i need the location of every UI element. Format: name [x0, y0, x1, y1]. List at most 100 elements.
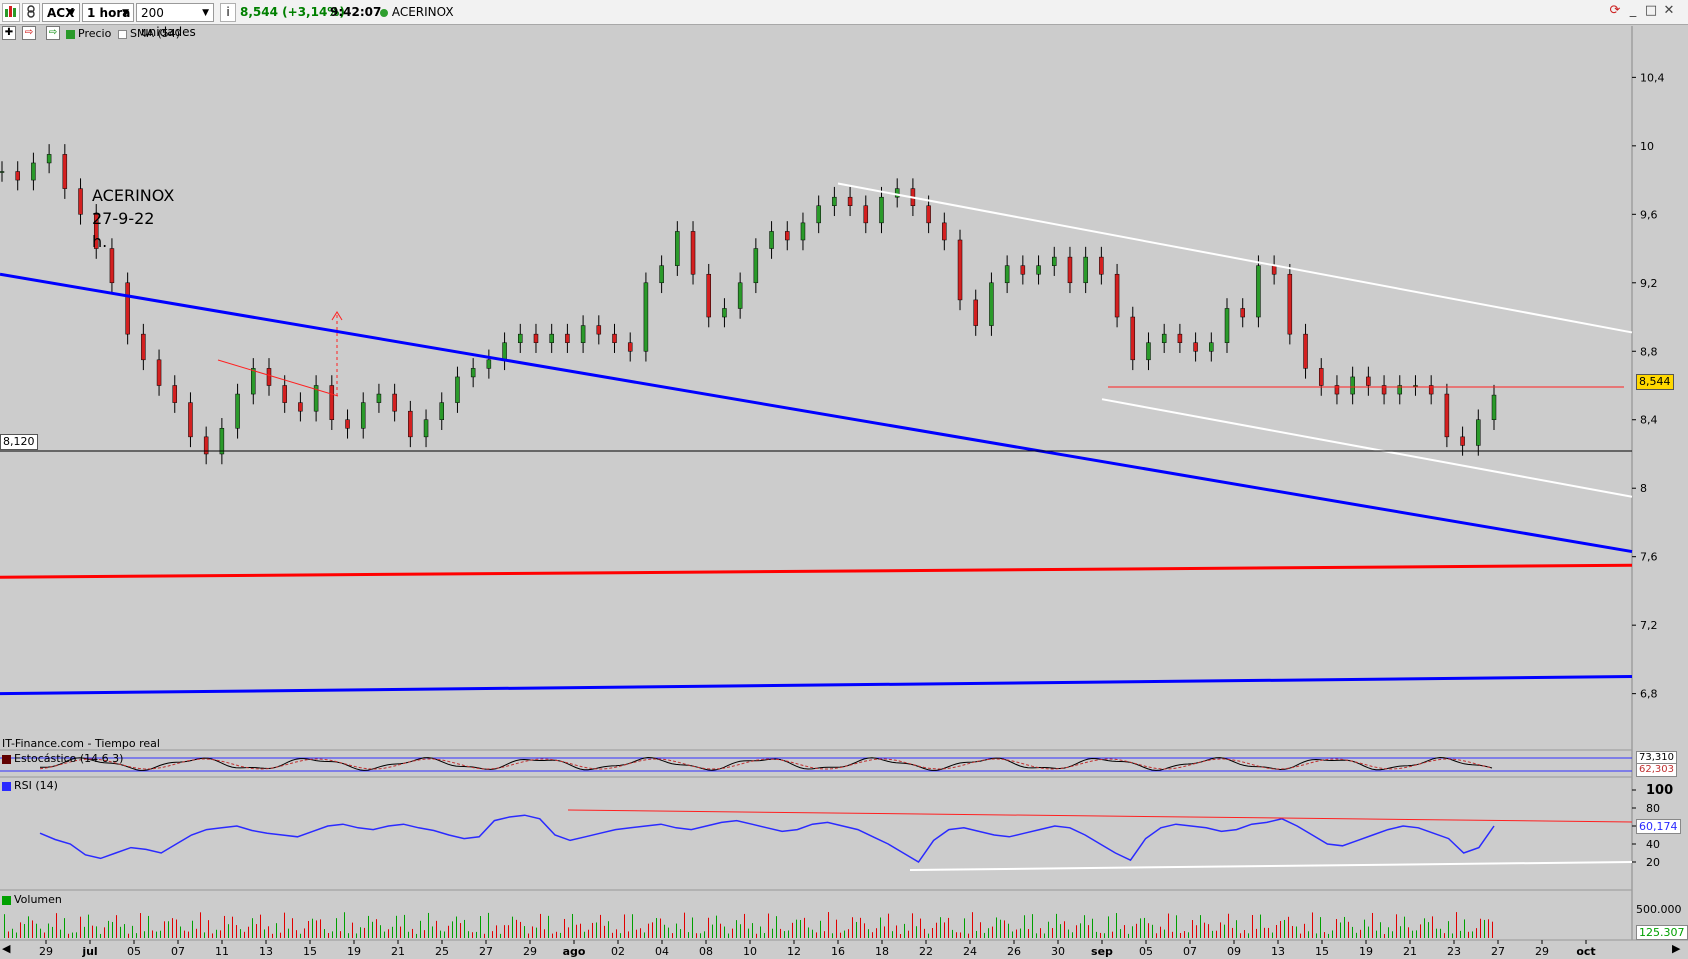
volume-bar [68, 933, 69, 938]
candle-body [1020, 265, 1026, 275]
volume-bar [1144, 917, 1145, 938]
volume-bar [152, 930, 153, 938]
volume-bar [1388, 927, 1389, 938]
minor-trendline[interactable] [217, 359, 339, 397]
candle-body [785, 231, 790, 241]
candles [0, 144, 1497, 465]
candle-body [800, 222, 806, 241]
rsi-support-line[interactable] [909, 861, 1633, 871]
volume-bar [216, 929, 217, 938]
annotation-line2: 27-9-22 [92, 209, 155, 228]
volume-bar [12, 928, 13, 938]
volume-bar [1040, 928, 1041, 938]
symbol-select[interactable]: ACX ▼ [42, 3, 80, 22]
volume-bar [704, 931, 705, 938]
refresh-icon[interactable]: ⟳ [1609, 3, 1621, 18]
volume-bar [936, 922, 937, 938]
trendlines [0, 182, 1633, 696]
candle-body [1177, 333, 1183, 343]
rsi-resistance-line[interactable] [567, 809, 1633, 823]
volume-bar [276, 923, 277, 938]
chart-type-icon[interactable] [2, 3, 20, 22]
info-icon[interactable]: i [220, 3, 236, 22]
legend-price[interactable]: Precio [66, 26, 111, 42]
volume-bar [852, 917, 853, 938]
volume-bar [920, 918, 921, 938]
volume-bar [800, 920, 801, 938]
trendline[interactable] [837, 182, 1633, 334]
candle-body [957, 239, 963, 301]
candle-body [125, 282, 130, 335]
volume-bar [164, 921, 165, 938]
volume-bar [532, 926, 533, 938]
volume-bar [196, 928, 197, 938]
minimize-icon[interactable]: _ [1629, 3, 1637, 18]
volume-bar [884, 926, 885, 938]
volume-bar [480, 916, 481, 938]
legend-sma[interactable]: SMA (54) [118, 26, 180, 42]
volume-bar [1200, 915, 1201, 938]
time-axis: 29 jul 05 07 11 13 15 19 21 25 27 29 ago 02 04 08 10 12 16… [39, 940, 1596, 958]
export-icon[interactable]: ⇨ [46, 26, 60, 40]
trendline[interactable] [0, 675, 1633, 696]
maximize-icon[interactable]: □ [1644, 3, 1658, 18]
volume-bar [1164, 929, 1165, 938]
volume-bar [924, 928, 925, 938]
volume-bar [1452, 933, 1453, 938]
candle-body [627, 342, 633, 352]
volume-bar [20, 922, 21, 938]
volume-bar [1072, 932, 1073, 938]
volume-bar [72, 932, 73, 938]
volume-bar [488, 912, 489, 938]
volume-bar [380, 925, 381, 938]
volume-bar [964, 918, 965, 938]
volume-bar [252, 918, 253, 938]
candle-body [1130, 316, 1136, 361]
volume-bar [240, 929, 241, 938]
trendline[interactable] [0, 272, 1633, 554]
volume-bar [1400, 926, 1401, 938]
interval-select[interactable]: 1 hora ▼ [82, 3, 134, 22]
volume-bar [992, 926, 993, 938]
volume-bar [172, 918, 173, 938]
volume-bar [572, 913, 573, 938]
volume-bar [676, 923, 677, 938]
units-select[interactable]: 200 unidades ▼ [136, 3, 214, 39]
volume-bar [1484, 919, 1485, 938]
stochastic-pane-label[interactable]: Estocástico (14 6 3) [0, 751, 123, 766]
volume-bar [476, 931, 477, 938]
volume-bar [824, 931, 825, 938]
candle-body [46, 154, 52, 164]
volume-pane-label[interactable]: Volumen [0, 892, 62, 907]
volume-bar [1284, 919, 1285, 938]
scroll-right-icon[interactable]: ▶ [1672, 942, 1681, 955]
volume-bar [1348, 921, 1349, 938]
volume-bar [620, 933, 621, 938]
volume-bar [1376, 930, 1377, 938]
last-price: 8,544 [240, 5, 278, 19]
chevron-down-icon: ▼ [202, 8, 209, 18]
volume-bar [1132, 926, 1133, 938]
close-icon[interactable]: ✕ [1663, 3, 1675, 18]
volume-bar [1384, 933, 1385, 938]
volume-bar [1064, 921, 1065, 938]
candle-body [188, 402, 193, 438]
volume-bar [384, 931, 385, 938]
trendline[interactable] [1101, 398, 1633, 498]
rsi-pane-label[interactable]: RSI (14) [0, 778, 58, 793]
link-icon[interactable] [22, 3, 40, 22]
scroll-left-icon[interactable]: ◀ [2, 942, 11, 955]
volume-bar [1168, 913, 1169, 938]
volume-bar [112, 921, 113, 938]
volume-bar [452, 921, 453, 938]
time-tick-label: 09 [1227, 945, 1241, 958]
remove-icon[interactable]: ⇨ [22, 26, 36, 40]
chart-annotation[interactable]: ACERINOX 27-9-22 h. [92, 184, 174, 253]
candle-body [1428, 385, 1434, 395]
add-indicator-icon[interactable]: ✚ [2, 26, 16, 40]
volume-bar [80, 916, 81, 938]
volume-bar [1304, 923, 1305, 938]
trendline[interactable] [0, 563, 1633, 579]
volume-bar [448, 925, 449, 938]
volume-bar [648, 923, 649, 938]
